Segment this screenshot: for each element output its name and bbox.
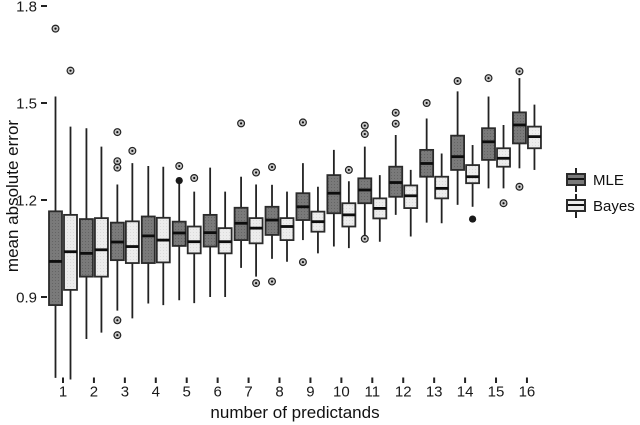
x-tick-label: 10 — [333, 384, 350, 401]
legend-entry-mle: MLE — [565, 167, 635, 193]
y-tick-label: 0.9 — [16, 289, 37, 306]
x-tick-label: 16 — [519, 384, 536, 401]
x-tick-label: 1 — [59, 384, 67, 401]
y-tick-label: 1.5 — [16, 95, 37, 112]
boxplot-mle-3 — [109, 128, 125, 340]
y-tick-label: 1.8 — [16, 0, 37, 15]
boxplot-mle-6 — [202, 167, 218, 297]
y-tick-label: 1.2 — [16, 192, 37, 209]
x-tick-label: 2 — [90, 384, 98, 401]
x-axis-title: number of predictands — [210, 403, 380, 422]
boxplot-mle-2 — [79, 128, 94, 340]
boxplot-bayes-16 — [527, 104, 542, 170]
boxplot-bayes-3 — [124, 146, 140, 319]
boxplot-mle-1 — [48, 24, 63, 378]
boxplot-bayes-4 — [155, 166, 171, 306]
x-tick-label: 5 — [183, 384, 191, 401]
boxplot-mle-15 — [481, 74, 496, 189]
x-tick-label: 4 — [152, 384, 160, 401]
boxplot-bayes-1 — [63, 66, 78, 380]
boxplot-mle-9 — [295, 118, 311, 267]
boxplot-bayes-7 — [248, 168, 264, 288]
x-tick-label: 9 — [306, 384, 314, 401]
y-axis-title: mean absolute error — [3, 119, 22, 273]
boxplot-bayes-2 — [94, 146, 109, 333]
boxplot-mle-12 — [388, 108, 404, 215]
boxplot-bayes-12 — [403, 169, 419, 237]
boxplot-bayes-8 — [279, 191, 295, 262]
boxplot-mle-14 — [450, 77, 465, 205]
x-tick-label: 6 — [213, 384, 221, 401]
legend-label-mle: MLE — [593, 171, 624, 189]
outlier-point-solid — [468, 215, 477, 223]
x-tick-label: 13 — [426, 384, 443, 401]
boxplot-bayes-5 — [186, 174, 202, 304]
boxplot-bayes-10 — [341, 165, 357, 249]
mle-boxplot-key-icon — [565, 167, 587, 193]
boxplot-bayes-9 — [310, 186, 326, 254]
boxplot-mle-7 — [233, 119, 249, 268]
boxplot-mle-8 — [264, 163, 280, 286]
boxplot-mle-5 — [171, 162, 187, 301]
boxplot-bayes-6 — [217, 191, 233, 297]
x-tick-label: 15 — [488, 384, 505, 401]
x-tick-label: 12 — [395, 384, 412, 401]
boxplot-bayes-11 — [372, 175, 388, 242]
boxplot-mle-4 — [140, 166, 156, 304]
outlier-point-solid — [175, 177, 183, 185]
boxplot-mle-16 — [512, 67, 527, 191]
x-tick-label: 14 — [457, 384, 474, 401]
boxplot-mle-10 — [326, 149, 342, 247]
x-tick-label: 11 — [365, 384, 381, 401]
boxplot-bayes-13 — [434, 153, 450, 224]
legend-entry-bayes: Bayes — [565, 193, 635, 219]
x-tick-label: 3 — [121, 384, 129, 401]
legend-label-bayes: Bayes — [593, 197, 635, 215]
x-tick-label: 8 — [275, 384, 283, 401]
boxplot-mle-13 — [419, 98, 435, 223]
boxplot-bayes-14 — [465, 145, 480, 223]
x-tick-label: 7 — [244, 384, 252, 401]
bayes-boxplot-key-icon — [565, 193, 587, 219]
boxplot-mle-11 — [357, 121, 373, 243]
legend: MLE Bayes — [565, 167, 635, 219]
boxplot-bayes-15 — [496, 124, 511, 208]
